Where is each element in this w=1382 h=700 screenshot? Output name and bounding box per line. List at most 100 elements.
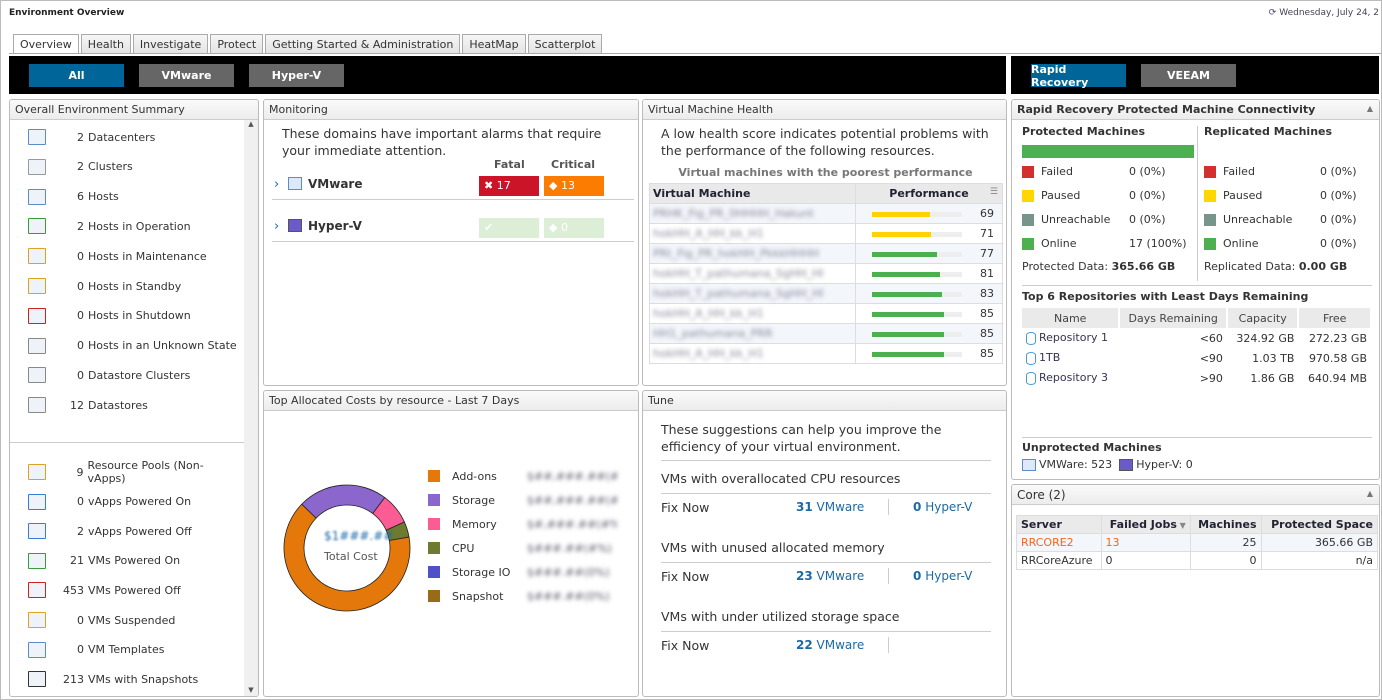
- performance-bar: [872, 251, 962, 257]
- tab-scatterplot[interactable]: Scatterplot: [527, 34, 603, 53]
- legend-item[interactable]: Snapshot $###.##(0%): [428, 588, 617, 604]
- unprotected-vmware[interactable]: VMWare: 523: [1039, 458, 1113, 471]
- repository-row[interactable]: Repository 3 >90 1.86 GB 640.94 MB: [1022, 368, 1371, 388]
- summary-item[interactable]: 213 VMs with Snapshots: [10, 668, 240, 690]
- filter-vmware-button[interactable]: VMware: [139, 64, 234, 87]
- vmware-count-link[interactable]: 22 VMware: [796, 638, 865, 652]
- vm-name[interactable]: hokHH_T_pathumana_SgHH_HI: [653, 287, 824, 300]
- column-header[interactable]: Free: [1298, 308, 1372, 328]
- tab-investigate[interactable]: Investigate: [132, 34, 209, 53]
- table-row[interactable]: hokHH_A_HH_kk_H1 71: [649, 223, 1003, 244]
- donut-slice-add-ons[interactable]: [283, 503, 411, 612]
- protected-data: Protected Data: 365.66 GB: [1022, 260, 1176, 273]
- vmware-count-link[interactable]: 23 VMware: [796, 569, 865, 583]
- summary-item[interactable]: 2 Hosts in Operation: [10, 215, 240, 237]
- repository-row[interactable]: 1TB <90 1.03 TB 970.58 GB: [1022, 348, 1371, 368]
- critical-badge[interactable]: ◆ 0: [544, 218, 604, 238]
- summary-item[interactable]: 0 Hosts in Standby: [10, 275, 240, 297]
- scrollbar[interactable]: ▲ ▼: [244, 120, 258, 696]
- legend-item[interactable]: Storage IO $###.##(0%): [428, 564, 617, 580]
- column-header[interactable]: Capacity: [1226, 308, 1300, 328]
- sort-desc-icon[interactable]: ▼: [1176, 521, 1186, 530]
- column-header[interactable]: Server: [1016, 515, 1102, 534]
- summary-item[interactable]: 2 Clusters: [10, 156, 240, 178]
- summary-item[interactable]: 2 Datacenters: [10, 126, 240, 148]
- hyperv-count-link[interactable]: 0 Hyper-V: [913, 569, 973, 583]
- vm-name[interactable]: hokHH_A_HH_kk_H1: [653, 307, 764, 320]
- domain-row-vmware[interactable]: › VMware ✖ 17 ◆ 13: [272, 174, 634, 200]
- core-row[interactable]: RRCoreAzure 0 0 n/a: [1016, 551, 1379, 570]
- tab-overview[interactable]: Overview: [13, 34, 79, 54]
- summary-item[interactable]: 0 Hosts in Maintenance: [10, 245, 240, 267]
- column-header[interactable]: Failed Jobs ▼: [1100, 515, 1191, 534]
- legend-item[interactable]: Memory $#,###.##(#%): [428, 516, 617, 532]
- column-header[interactable]: Name: [1022, 308, 1121, 328]
- repository-icon: [1026, 351, 1036, 365]
- summary-item[interactable]: 6 Hosts: [10, 186, 240, 208]
- table-row[interactable]: PRHK_Fig_PR_0HHHH_Hakunt 69: [649, 203, 1003, 224]
- vapp-icon: [28, 493, 46, 510]
- summary-item[interactable]: 0 VM Templates: [10, 639, 240, 661]
- summary-item[interactable]: 0 VMs Suspended: [10, 609, 240, 631]
- summary-item[interactable]: 0 Hosts in Shutdown: [10, 305, 240, 327]
- vm-name[interactable]: PRHK_Fig_PR_0HHHH_Hakunt: [653, 207, 814, 220]
- summary-item[interactable]: 0 Hosts in an Unknown State: [10, 335, 240, 357]
- column-header[interactable]: Virtual Machine: [649, 183, 856, 204]
- domain-row-hyperv[interactable]: › Hyper-V ✔ ◆ 0: [272, 216, 634, 242]
- summary-item[interactable]: 2 vApps Powered Off: [10, 520, 240, 542]
- summary-item[interactable]: 453 VMs Powered Off: [10, 579, 240, 601]
- summary-count: 0: [77, 613, 84, 627]
- tab-heatmap[interactable]: HeatMap: [462, 34, 526, 53]
- filter-rapid-recovery-button[interactable]: Rapid Recovery: [1031, 63, 1126, 89]
- expand-chevron-icon[interactable]: ›: [274, 219, 280, 234]
- legend-item[interactable]: Add-ons $##,###.##(##2%): [428, 468, 617, 484]
- fatal-badge[interactable]: ✖ 17: [479, 176, 539, 196]
- filter-all-button[interactable]: All: [29, 64, 124, 87]
- summary-item[interactable]: 21 VMs Powered On: [10, 550, 240, 572]
- date-display[interactable]: ⟳ Wednesday, July 24, 2: [1268, 8, 1379, 18]
- collapse-icon[interactable]: ▲: [1366, 104, 1373, 113]
- tab-health[interactable]: Health: [80, 34, 131, 53]
- vm-name[interactable]: PRt_Fig_PR_hokHH_PkkkHHHH: [653, 247, 819, 260]
- vm-name[interactable]: hokHH_T_pathumana_SgHH_HI: [653, 267, 824, 280]
- table-row[interactable]: hokHH_T_pathumana_SgHH_HI 81: [649, 263, 1003, 284]
- legend-item[interactable]: CPU $###.##(#%): [428, 540, 617, 556]
- vmware-count-link[interactable]: 31 VMware: [796, 500, 865, 514]
- column-header[interactable]: Performance ☰: [855, 183, 1003, 204]
- unprotected-hyperv[interactable]: Hyper-V: 0: [1136, 458, 1193, 471]
- legend-value: $###.##(0%): [527, 589, 610, 603]
- tab-protect[interactable]: Protect: [210, 34, 264, 53]
- vm-name[interactable]: hokHH_A_HH_kk_H1: [653, 227, 764, 240]
- summary-item[interactable]: 0 vApps Powered On: [10, 491, 240, 513]
- refresh-icon[interactable]: ⟳: [1268, 8, 1277, 18]
- table-row[interactable]: hokHH_T_pathumana_SgHH_HI 83: [649, 283, 1003, 304]
- collapse-icon[interactable]: ▲: [1366, 489, 1373, 498]
- critical-badge[interactable]: ◆ 13: [544, 176, 604, 196]
- summary-item[interactable]: 9 Resource Pools (Non-vApps): [10, 459, 240, 485]
- vm-name[interactable]: HH1_pathumana_PRR: [653, 327, 773, 340]
- vm-performance-table: Virtual Machine Performance ☰ PRHK_Fig_PR_…: [649, 183, 1003, 364]
- table-row[interactable]: hokHH_A_HH_kk_H1 85: [649, 303, 1003, 324]
- column-header[interactable]: Protected Space: [1260, 515, 1379, 534]
- legend-item[interactable]: Storage $##,###.##(##%): [428, 492, 617, 508]
- repository-row[interactable]: Repository 1 <60 324.92 GB 272.23 GB: [1022, 328, 1371, 348]
- table-row[interactable]: HH1_pathumana_PRR 85: [649, 323, 1003, 344]
- tab-getting-started-administration[interactable]: Getting Started & Administration: [265, 34, 461, 53]
- summary-item[interactable]: 12 Datastores: [10, 394, 240, 416]
- hyperv-count-link[interactable]: 0 Hyper-V: [913, 500, 973, 514]
- expand-chevron-icon[interactable]: ›: [274, 177, 280, 192]
- replicated-status-row: Unreachable 0 (0%): [1204, 213, 1357, 226]
- column-menu-icon[interactable]: ☰: [989, 187, 998, 197]
- filter-hyper-v-button[interactable]: Hyper-V: [249, 64, 344, 87]
- table-row[interactable]: PRt_Fig_PR_hokHH_PkkkHHHH 77: [649, 243, 1003, 264]
- summary-item[interactable]: 0 Datastore Clusters: [10, 364, 240, 386]
- table-row[interactable]: hokHH_A_HH_kk_H1 85: [649, 343, 1003, 364]
- summary-label: VM Templates: [88, 643, 165, 657]
- donut-slice-storage[interactable]: [301, 484, 386, 519]
- filter-veeam-button[interactable]: VEEAM: [1141, 64, 1236, 87]
- column-header[interactable]: Days Remaining: [1119, 308, 1228, 328]
- column-header[interactable]: Machines: [1189, 515, 1262, 534]
- fatal-badge-ok[interactable]: ✔: [479, 218, 539, 238]
- core-row[interactable]: RRCORE2 13 25 365.66 GB: [1016, 533, 1379, 552]
- vm-name[interactable]: hokHH_A_HH_kk_H1: [653, 347, 764, 360]
